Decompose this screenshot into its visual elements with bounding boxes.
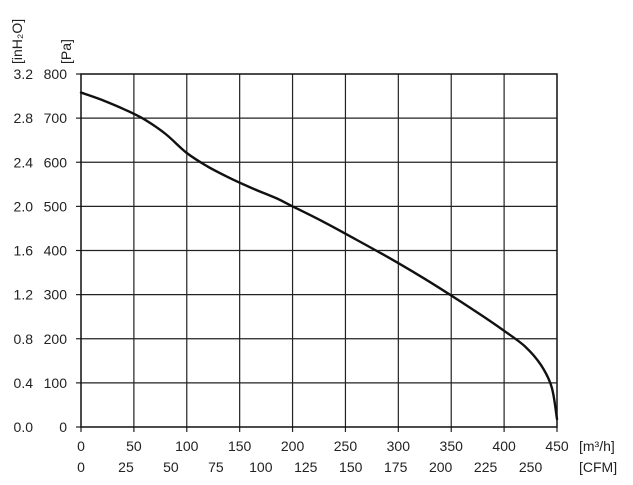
x-tick-label-cfm: 75 bbox=[208, 459, 224, 475]
x-tick-label-m3h: 300 bbox=[387, 438, 411, 454]
y-tick-label-inh2o: 1.2 bbox=[14, 287, 34, 303]
x-tick-labels-m3h: 0 50 100 150 200 250 300 350 400 450 bbox=[77, 438, 569, 454]
x-tick-label-m3h: 200 bbox=[281, 438, 305, 454]
x-tick-label-m3h: 450 bbox=[545, 438, 569, 454]
y-tick-label-pa: 100 bbox=[44, 375, 68, 391]
y-tick-label-pa: 600 bbox=[44, 154, 68, 170]
x-tick-label-m3h: 400 bbox=[492, 438, 516, 454]
x-tick-label-cfm: 125 bbox=[294, 459, 318, 475]
y-tick-label-pa: 300 bbox=[44, 287, 68, 303]
x-tick-label-cfm: 175 bbox=[384, 459, 408, 475]
x-unit-m3h: [m³/h] bbox=[579, 438, 615, 454]
x-tick-label-cfm: 0 bbox=[77, 459, 85, 475]
x-tick-label-m3h: 100 bbox=[175, 438, 199, 454]
x-tick-label-m3h: 150 bbox=[228, 438, 252, 454]
y-tick-label-inh2o: 0.8 bbox=[14, 331, 34, 347]
y-unit-pa: [Pa] bbox=[58, 39, 74, 64]
x-tick-label-cfm: 250 bbox=[519, 459, 543, 475]
x-tick-label-m3h: 350 bbox=[440, 438, 464, 454]
y-tick-label-pa: 200 bbox=[44, 331, 68, 347]
y-unit-inh2o: [inH₂O] bbox=[9, 19, 25, 64]
x-tick-label-cfm: 25 bbox=[118, 459, 134, 475]
x-tick-label-cfm: 200 bbox=[429, 459, 453, 475]
y-tick-label-inh2o: 1.6 bbox=[14, 243, 34, 259]
y-tick-labels-inh2o: 0.0 0.4 0.8 1.2 1.6 2.0 2.4 2.8 3.2 bbox=[14, 66, 34, 435]
x-tick-label-m3h: 50 bbox=[126, 438, 142, 454]
x-tick-labels-cfm: 0 25 50 75 100 125 150 175 200 225 250 bbox=[77, 459, 542, 475]
x-unit-cfm: [CFM] bbox=[579, 459, 617, 475]
plot-frame bbox=[80, 73, 558, 428]
y-tick-label-pa: 400 bbox=[44, 243, 68, 259]
y-tick-label-pa: 0 bbox=[59, 419, 67, 435]
y-tick-label-inh2o: 3.2 bbox=[14, 66, 34, 82]
x-tick-label-m3h: 0 bbox=[77, 438, 85, 454]
y-tick-label-inh2o: 0.0 bbox=[14, 419, 34, 435]
y-tick-labels-pa: 0 100 200 300 400 500 600 700 800 bbox=[44, 66, 68, 435]
y-tick-label-pa: 500 bbox=[44, 198, 68, 214]
x-tick-label-cfm: 150 bbox=[339, 459, 363, 475]
y-tick-label-inh2o: 2.0 bbox=[14, 198, 34, 214]
x-tick-label-cfm: 225 bbox=[474, 459, 498, 475]
x-tick-label-cfm: 50 bbox=[163, 459, 179, 475]
performance-curve bbox=[79, 91, 559, 421]
grid-lines bbox=[76, 73, 558, 432]
y-tick-label-pa: 700 bbox=[44, 110, 68, 126]
x-tick-label-m3h: 250 bbox=[334, 438, 358, 454]
y-tick-label-inh2o: 0.4 bbox=[14, 375, 34, 391]
y-tick-label-inh2o: 2.8 bbox=[14, 110, 34, 126]
y-tick-label-pa: 800 bbox=[44, 66, 68, 82]
x-tick-label-cfm: 100 bbox=[249, 459, 273, 475]
y-tick-label-inh2o: 2.4 bbox=[14, 154, 34, 170]
